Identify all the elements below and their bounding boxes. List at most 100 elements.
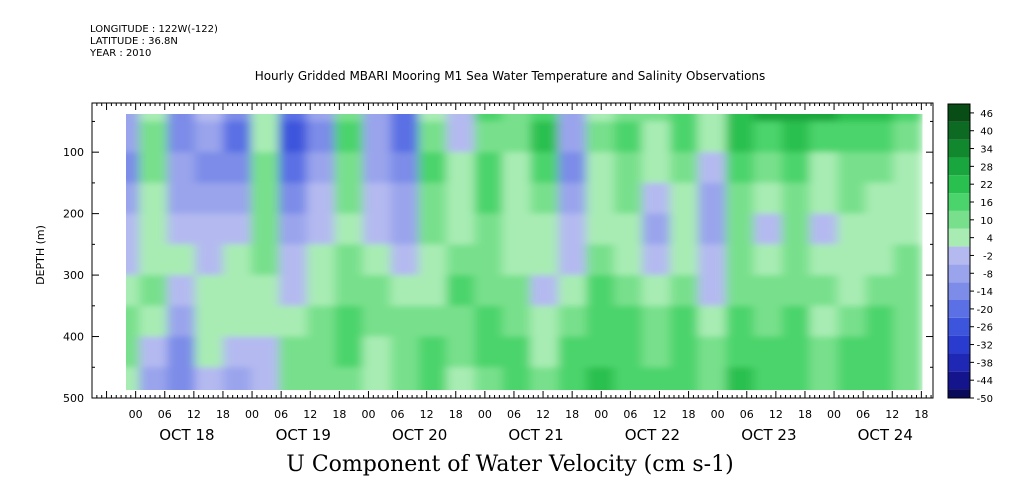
colorbar-label: 28 (980, 162, 993, 173)
heatmap-cell (362, 336, 392, 369)
heatmap-cell (334, 213, 364, 246)
heatmap-cell (83, 244, 112, 276)
heatmap-cell (278, 121, 308, 154)
heatmap-cell (250, 336, 280, 369)
heatmap-cell (167, 367, 197, 390)
heatmap-cell (126, 152, 141, 184)
heatmap-cell (390, 367, 420, 390)
heatmap-cell (139, 121, 169, 154)
heatmap-cell (446, 305, 476, 338)
x-hour-label: 06 (856, 408, 870, 421)
heatmap-cell (697, 114, 727, 123)
x-day-label: OCT 23 (741, 426, 796, 444)
heatmap-cell (139, 275, 169, 307)
heatmap-cell (222, 275, 252, 307)
heatmap-cell (586, 114, 616, 123)
heatmap-cell (418, 367, 448, 390)
heatmap-cell (418, 336, 448, 369)
heatmap-cell (278, 305, 308, 338)
x-hour-label: 00 (711, 408, 725, 421)
heatmap-cell (139, 152, 169, 184)
heatmap-cell (83, 306, 112, 338)
heatmap-cell (250, 305, 280, 338)
heatmap-cell (641, 114, 671, 123)
heatmap-cell (167, 275, 197, 307)
heatmap-cell (837, 213, 867, 246)
heatmap-cell (126, 367, 141, 390)
heatmap-cell (893, 336, 923, 369)
heatmap-cell (530, 305, 560, 338)
heatmap-cell (809, 275, 839, 307)
heatmap-cell (893, 182, 923, 215)
heatmap-cell (222, 244, 252, 277)
x-hour-label: 12 (769, 408, 783, 421)
heatmap-cell (837, 152, 867, 184)
colorbar-frame (947, 103, 971, 399)
x-hour-label: 18 (798, 408, 812, 421)
x-hour-label: 00 (478, 408, 492, 421)
heatmap-cell (390, 182, 420, 215)
heatmap-cell (725, 275, 755, 307)
heatmap-cell (83, 214, 112, 246)
heatmap-cell (530, 244, 560, 277)
heatmap-cell (334, 275, 364, 307)
heatmap-cell (669, 275, 699, 307)
heatmap-cell (362, 305, 392, 338)
colorbar-swatch (948, 389, 970, 398)
heatmap-cell (865, 213, 895, 246)
heatmap-cell (641, 305, 671, 338)
heatmap-cell (697, 152, 727, 184)
heatmap-cell (669, 182, 699, 215)
heatmap-cell (893, 152, 923, 184)
heatmap-cell (697, 182, 727, 215)
x-hour-label: 18 (449, 408, 463, 421)
heatmap-cell (586, 244, 616, 277)
heatmap-cell (586, 305, 616, 338)
heatmap-cell (725, 114, 755, 123)
heatmap-cell (641, 182, 671, 215)
heatmap-cell (809, 305, 839, 338)
heatmap-cell (781, 114, 811, 123)
heatmap-cell (558, 182, 588, 215)
heatmap-cell (502, 152, 532, 184)
heatmap-cell (362, 213, 392, 246)
heatmap-cell (306, 213, 336, 246)
heatmap-cell (418, 114, 448, 123)
heatmap-cell (669, 152, 699, 184)
heatmap-cell (250, 121, 280, 154)
heatmap-cell (83, 337, 112, 369)
heatmap-cell (809, 336, 839, 369)
heatmap-cell (362, 152, 392, 184)
heatmap-cell (753, 336, 783, 369)
heatmap-cell (362, 182, 392, 215)
latitude-label: LATITUDE : 36.8N (90, 36, 178, 47)
heatmap-cell (753, 305, 783, 338)
colorbar-swatch (948, 139, 970, 158)
heatmap-cell (837, 182, 867, 215)
y-axis-title: DEPTH (m) (34, 225, 47, 285)
heatmap-cell (586, 336, 616, 369)
heatmap-cell (809, 213, 839, 246)
heatmap-cell (334, 244, 364, 277)
bottom-title: U Component of Water Velocity (cm s-1) (286, 452, 734, 477)
heatmap-cell (126, 244, 141, 277)
heatmap-cell (446, 244, 476, 277)
heatmap-cell (278, 152, 308, 184)
heatmap-cell (278, 114, 308, 123)
heatmap-cell (837, 305, 867, 338)
heatmap-cell (126, 213, 141, 246)
heatmap-cell (502, 305, 532, 338)
heatmap-cell (362, 244, 392, 277)
heatmap-cell (126, 305, 141, 338)
colorbar-label: 40 (980, 127, 993, 138)
heatmap-cell (418, 305, 448, 338)
heatmap-cell (753, 152, 783, 184)
colorbar-swatch (948, 264, 970, 283)
heatmap-cell (753, 114, 783, 123)
heatmap-cell (334, 367, 364, 390)
heatmap-cell (390, 244, 420, 277)
heatmap-cell (278, 367, 308, 390)
x-hour-label: 00 (361, 408, 375, 421)
heatmap-cell (641, 152, 671, 184)
heatmap-cell (306, 244, 336, 277)
